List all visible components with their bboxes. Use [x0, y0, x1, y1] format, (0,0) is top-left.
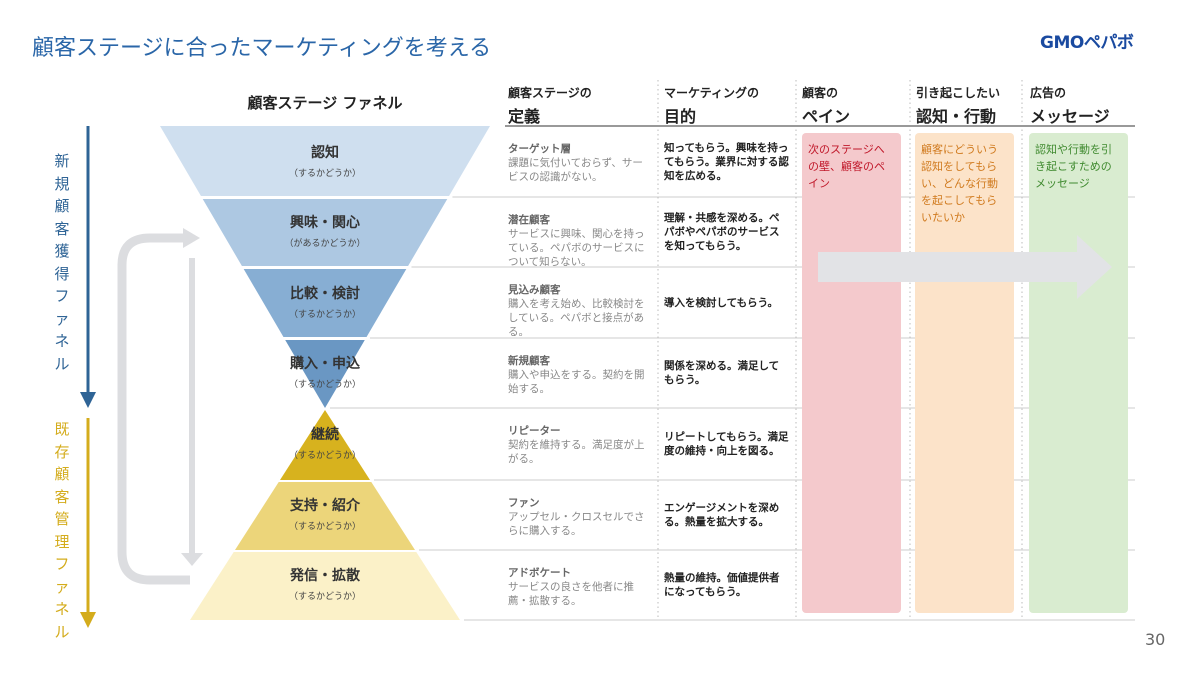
stage-definition: 潜在顧客サービスに興味、関心を持っている。ペパボのサービスについて知らない。	[508, 213, 653, 269]
stage-name: 購入・申込	[290, 356, 360, 372]
purpose-text: 関係を深める。満足してもらう。	[664, 360, 780, 386]
stage-definition: リピーター契約を維持する。満足度が上がる。	[508, 424, 653, 466]
gmo-pepabo-logo: GMOペパボ	[1040, 33, 1134, 53]
purpose-text: 理解・共感を深める。ペパボやペパボのサービスを知ってもらう。	[664, 212, 780, 252]
funnel-segment	[285, 340, 365, 408]
retention-funnel-label: 既存顧客管理ファネル	[54, 420, 70, 641]
column-header-line1: 顧客ステージの	[508, 86, 592, 100]
stage-label: 認知 （するかどうか）	[225, 142, 425, 179]
column-header-line1: マーケティングの	[664, 86, 760, 100]
definition-text: 課題に気付いておらず、サービスの認識がない。	[508, 157, 643, 183]
marketing-purpose: リピートしてもらう。満足度の維持・向上を図る。	[664, 422, 789, 466]
stage-name: 支持・紹介	[290, 498, 360, 514]
stage-label: 支持・紹介 （するかどうか）	[225, 495, 425, 532]
stage-sub: （するかどうか）	[288, 380, 361, 390]
message-box: 認知や行動を引き起こすためのメッセージ	[1029, 133, 1128, 613]
acquisition-arrow-head	[80, 392, 96, 408]
column-header-line2: 定義	[508, 107, 541, 126]
purpose-text: 導入を検討してもらう。	[664, 296, 779, 309]
page-number: 30	[1145, 630, 1166, 649]
stage-sub: （するかどうか）	[288, 522, 361, 532]
column-dividers	[657, 80, 1023, 620]
page-title: 顧客ステージに合ったマーケティングを考える	[32, 36, 492, 61]
stage-definition: ファンアップセル・クロスセルでさらに購入する。	[508, 496, 653, 538]
definition-title: アドボケート	[508, 567, 571, 579]
column-header-line2: 目的	[664, 107, 697, 126]
stage-definition: 見込み顧客購入を考え始め、比較検討をしている。ペパボと接点がある。	[508, 283, 653, 339]
acquisition-funnel-label: 新規顧客獲得ファネル	[54, 152, 70, 373]
stage-sub: （するかどうか）	[288, 451, 361, 461]
column-header: 広告の メッセージ	[1030, 84, 1110, 127]
flow-arrow	[818, 235, 1112, 299]
column-header: 顧客の ペイン	[802, 84, 850, 127]
stage-name: 興味・関心	[290, 215, 360, 231]
definition-text: アップセル・クロスセルでさらに購入する。	[508, 511, 645, 537]
stage-name: 認知	[311, 144, 339, 161]
pyramid-segment	[235, 482, 415, 550]
marketing-purpose: エンゲージメントを深める。熱量を拡大する。	[664, 493, 789, 537]
definition-title: ターゲット層	[508, 143, 571, 155]
definition-text: サービスの良さを他者に推薦・拡散する。	[508, 581, 634, 607]
pain-box: 次のステージへの壁、顧客のペイン	[802, 133, 901, 613]
column-header-line1: 顧客の	[802, 86, 839, 100]
column-header-line1: 引き起こしたい	[916, 86, 1001, 100]
stage-label: 興味・関心 （があるかどうか）	[225, 212, 425, 249]
right-arrow-icon	[818, 235, 1112, 299]
column-header: 引き起こしたい認知・行動	[916, 84, 1000, 127]
marketing-purpose: 知ってもらう。興味を持ってもらう。業界に対する認知を広める。	[664, 140, 789, 184]
stage-definition: ターゲット層課題に気付いておらず、サービスの認識がない。	[508, 142, 653, 184]
stage-label: 発信・拡散 （するかどうか）	[225, 565, 425, 602]
definition-text: 契約を維持する。満足度が上がる。	[508, 439, 645, 465]
pyramid-segment	[280, 410, 370, 480]
loop-arrow	[117, 233, 190, 585]
purpose-text: リピートしてもらう。満足度の維持・向上を図る。	[664, 431, 789, 457]
retention-arrow-head	[80, 612, 96, 628]
stage-name: 比較・検討	[290, 285, 360, 302]
down-arrow-head	[181, 553, 203, 566]
stage-sub: （するかどうか）	[288, 168, 361, 179]
column-header: マーケティングの目的	[664, 84, 759, 127]
stage-name: 発信・拡散	[290, 568, 360, 584]
marketing-purpose: 関係を深める。満足してもらう。	[664, 351, 789, 395]
funnel-segment	[202, 199, 448, 266]
column-header: 顧客ステージの 定義	[508, 84, 592, 127]
marketing-purpose: 導入を検討してもらう。	[664, 281, 789, 325]
pyramid-segment	[190, 552, 460, 620]
definition-text: 購入を考え始め、比較検討をしている。ペパボと接点がある。	[508, 298, 645, 338]
stage-definition: アドボケートサービスの良さを他者に推薦・拡散する。	[508, 566, 653, 608]
purpose-text: 知ってもらう。興味を持ってもらう。業界に対する認知を広める。	[664, 141, 789, 182]
stage-label: 継続 （するかどうか）	[225, 424, 425, 461]
definition-title: 新規顧客	[508, 355, 550, 367]
definition-text: サービスに興味、関心を持っている。ペパボのサービスについて知らない。	[508, 228, 645, 268]
stage-sub: （するかどうか）	[288, 592, 361, 602]
funnel-segment	[160, 126, 490, 196]
purpose-text: エンゲージメントを深める。熱量を拡大する。	[664, 502, 780, 528]
column-header-line1: 広告の	[1030, 86, 1067, 100]
stage-label: 購入・申込 （するかどうか）	[225, 353, 425, 390]
definition-title: リピーター	[508, 425, 561, 437]
definition-text: 購入や申込をする。契約を開始する。	[508, 369, 645, 395]
funnel-segment	[243, 269, 407, 337]
definition-title: ファン	[508, 497, 540, 509]
stage-label: 比較・検討 （するかどうか）	[225, 283, 425, 320]
funnel-header: 顧客ステージ ファネル	[247, 94, 403, 112]
loop-arrow-head	[183, 228, 200, 248]
action-box: 顧客にどういう認知をしてもらい、どんな行動を起こしてもらいたいか	[915, 133, 1014, 613]
stage-sub: （するかどうか）	[288, 309, 361, 320]
stage-sub: （があるかどうか）	[284, 239, 366, 249]
marketing-purpose: 理解・共感を深める。ペパボやペパボのサービスを知ってもらう。	[664, 210, 789, 254]
definition-title: 見込み顧客	[508, 284, 561, 296]
marketing-purpose: 熱量の維持。価値提供者になってもらう。	[664, 563, 789, 607]
column-header-line2: ペイン	[802, 107, 851, 126]
column-header-line2: 認知・行動	[916, 107, 997, 126]
column-header-line2: メッセージ	[1030, 107, 1110, 126]
purpose-text: 熱量の維持。価値提供者になってもらう。	[664, 572, 780, 598]
stage-definition: 新規顧客購入や申込をする。契約を開始する。	[508, 354, 653, 396]
stage-name: 継続	[311, 427, 339, 443]
definition-title: 潜在顧客	[508, 214, 550, 226]
